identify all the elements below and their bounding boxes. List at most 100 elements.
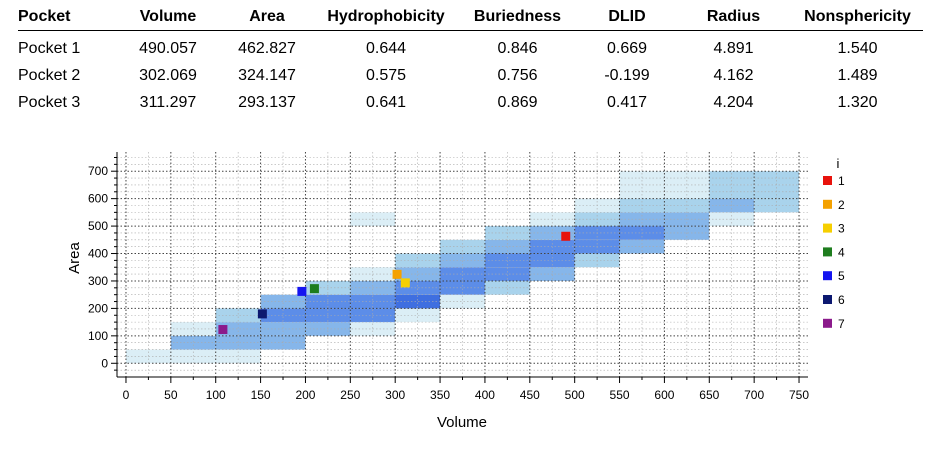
legend-swatch bbox=[823, 318, 832, 328]
legend-swatch bbox=[823, 199, 832, 209]
pocket-marker-6 bbox=[257, 309, 267, 319]
table-cell: Pocket 3 bbox=[18, 93, 81, 111]
table-cell: 0.641 bbox=[365, 93, 407, 111]
chart-axes: 0 50 100 150 200 250 300 350 400 450 500 550 600 650 7… bbox=[88, 152, 809, 402]
y-tick-label: 100 bbox=[88, 329, 108, 343]
table-cell: 4.162 bbox=[713, 66, 754, 84]
y-tick-label: 700 bbox=[88, 164, 108, 178]
heatmap-bin bbox=[440, 253, 485, 268]
table-cell: 1.540 bbox=[837, 39, 878, 57]
x-tick-label: 200 bbox=[295, 388, 315, 402]
pocket-marker-1 bbox=[561, 231, 571, 241]
table-cell: 0.756 bbox=[497, 66, 538, 84]
x-tick-label: 350 bbox=[430, 388, 450, 402]
pocket-marker-3 bbox=[400, 278, 410, 288]
table-cell: 462.827 bbox=[238, 39, 296, 57]
heatmap-bin bbox=[709, 171, 755, 185]
x-tick-label: 700 bbox=[744, 388, 764, 402]
legend-swatch bbox=[823, 223, 832, 233]
table-cell: 1.320 bbox=[837, 93, 878, 111]
legend-label: 7 bbox=[838, 317, 845, 331]
heatmap-bin bbox=[484, 280, 530, 295]
table-cell: 302.069 bbox=[139, 66, 197, 84]
heatmap-bin bbox=[395, 253, 441, 268]
legend-label: 3 bbox=[838, 222, 845, 236]
legend-swatch bbox=[823, 271, 832, 281]
heatmap-bin bbox=[215, 335, 261, 350]
table-cell: 324.147 bbox=[238, 66, 296, 84]
heatmap-bin bbox=[484, 267, 530, 281]
table-cell: 0.575 bbox=[365, 66, 407, 84]
x-tick-label: 600 bbox=[654, 388, 674, 402]
heatmap-bin bbox=[440, 267, 485, 281]
column-header-volume: Volume bbox=[118, 4, 218, 31]
heatmap-bin bbox=[260, 322, 306, 336]
heatmap-bin bbox=[260, 308, 306, 323]
table-row: Pocket 1 490.057 462.827 0.644 0.846 0.6… bbox=[18, 31, 923, 63]
x-axis-label: Volume bbox=[437, 414, 487, 431]
x-tick-label: 750 bbox=[789, 388, 809, 402]
heatmap-bin bbox=[754, 171, 800, 185]
heatmap-bin bbox=[619, 171, 665, 185]
legend-swatch bbox=[823, 295, 832, 304]
table-cell: Pocket 1 bbox=[18, 39, 81, 57]
chart-legend: i 1 2 3 4 5 6 7 bbox=[823, 156, 845, 331]
pocket-markers bbox=[218, 231, 571, 335]
heatmap-bin bbox=[170, 335, 216, 350]
column-header-nonsphericity: Nonsphericity bbox=[792, 4, 923, 31]
x-tick-label: 550 bbox=[610, 388, 630, 402]
legend-label: 1 bbox=[838, 174, 845, 188]
y-tick-label: 600 bbox=[88, 192, 108, 206]
table-row: Pocket 3 311.297 293.137 0.641 0.869 0.4… bbox=[18, 89, 923, 116]
legend-swatch bbox=[823, 247, 832, 257]
x-tick-label: 300 bbox=[385, 388, 405, 402]
y-tick-label: 300 bbox=[88, 274, 108, 288]
table-cell: 0.669 bbox=[606, 39, 648, 57]
legend-label: 4 bbox=[838, 245, 845, 259]
table-cell: 490.057 bbox=[139, 39, 197, 57]
heatmap-bin bbox=[260, 335, 306, 350]
legend-label: 2 bbox=[838, 198, 845, 212]
table-cell: 0.644 bbox=[365, 39, 407, 57]
y-axis-label: Area bbox=[66, 242, 83, 274]
table-cell: 4.891 bbox=[713, 39, 754, 57]
table-cell: 0.417 bbox=[606, 93, 648, 111]
x-tick-label: 400 bbox=[475, 388, 495, 402]
pocket-marker-4 bbox=[309, 284, 319, 294]
table-cell: 0.869 bbox=[497, 93, 538, 111]
table-cell: 311.297 bbox=[139, 93, 197, 111]
heatmap-bin bbox=[170, 322, 216, 336]
pocket-properties-table: Pocket Volume Area Hydrophobicity Buried… bbox=[18, 4, 923, 116]
x-tick-label: 0 bbox=[123, 388, 130, 402]
table-cell: Pocket 2 bbox=[18, 66, 81, 84]
heatmap-bin bbox=[440, 280, 485, 295]
column-header-dlid: DLID bbox=[579, 4, 675, 31]
legend-label: 5 bbox=[838, 269, 845, 283]
table-cell: 293.137 bbox=[238, 93, 296, 111]
x-tick-label: 450 bbox=[520, 388, 540, 402]
heatmap-bin bbox=[484, 253, 530, 268]
y-tick-label: 0 bbox=[101, 356, 108, 370]
table-header-row: Pocket Volume Area Hydrophobicity Buried… bbox=[18, 4, 923, 31]
column-header-pocket: Pocket bbox=[18, 4, 118, 31]
heatmap-bin bbox=[215, 308, 261, 323]
pocket-marker-7 bbox=[218, 325, 228, 335]
heatmap-bin bbox=[395, 308, 441, 323]
x-tick-label: 650 bbox=[699, 388, 719, 402]
chart-grid bbox=[117, 152, 808, 377]
y-tick-label: 400 bbox=[88, 247, 108, 261]
column-header-hydrophobicity: Hydrophobicity bbox=[316, 4, 456, 31]
legend-swatch bbox=[823, 176, 832, 185]
x-tick-label: 250 bbox=[340, 388, 360, 402]
table-cell: 0.846 bbox=[497, 39, 538, 57]
table-cell: -0.199 bbox=[604, 66, 650, 84]
table-cell: 4.204 bbox=[713, 93, 754, 111]
x-tick-label: 100 bbox=[206, 388, 226, 402]
y-tick-label: 200 bbox=[88, 301, 108, 315]
x-tick-label: 150 bbox=[251, 388, 271, 402]
x-tick-label: 500 bbox=[565, 388, 585, 402]
column-header-radius: Radius bbox=[675, 4, 792, 31]
pocket-marker-5 bbox=[297, 286, 307, 296]
column-header-area: Area bbox=[218, 4, 316, 31]
heatmap-bin bbox=[395, 294, 441, 309]
